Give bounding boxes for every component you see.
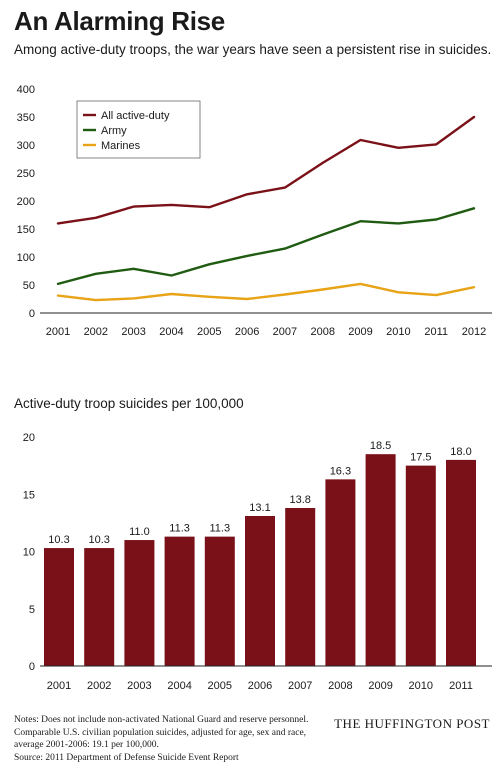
y-tick-label: 350 [17,112,35,124]
x-tick-label: 2008 [310,326,334,338]
x-tick-label: 2004 [167,680,191,692]
data-label: 13.1 [249,502,270,514]
series-line-1 [56,207,476,286]
y-tick-label: 0 [29,661,35,673]
bar-2005 [204,536,235,666]
bar-2003 [124,540,155,666]
x-tick-label: 2011 [424,326,448,338]
series-line-0 [56,115,476,225]
data-label: 11.3 [210,523,231,535]
note-line: Comparable U.S. civilian population suic… [14,727,307,738]
x-tick-label: 2008 [328,680,352,692]
y-tick-label: 300 [17,140,35,152]
x-tick-label: 2007 [288,680,312,692]
bar-2008 [325,479,356,666]
y-tick-label: 20 [23,432,35,444]
series-line-2 [56,282,476,302]
y-tick-label: 5 [29,604,35,616]
bar-2001 [44,548,74,666]
y-tick-label: 0 [29,308,35,320]
page-subtitle: Among active-duty troops, the war years … [14,42,492,57]
bar-2007 [285,507,316,666]
y-tick-label: 10 [23,547,35,559]
y-tick-label: 150 [17,224,35,236]
data-label: 16.3 [330,465,351,477]
bar-2004 [164,536,195,666]
note-line: Notes: Does not include non-activated Na… [14,715,309,725]
legend-entry: Army [101,125,127,137]
y-tick-label: 200 [17,196,35,208]
x-tick-label: 2005 [208,680,232,692]
x-tick-label: 2001 [47,680,71,692]
x-tick-label: 2005 [197,326,221,338]
note-line: average 2001-2006: 19.1 per 100,000. [14,740,159,750]
data-label: 17.5 [410,452,431,464]
legend-entry: Marines [101,140,141,152]
bar-2002 [84,548,115,666]
x-tick-label: 2011 [449,680,473,692]
y-tick-label: 50 [23,280,35,292]
data-label: 11.3 [169,523,190,535]
notes: Notes: Does not include non-activated Na… [14,714,344,764]
x-tick-label: 2004 [159,326,183,338]
legend-box [76,100,201,159]
y-tick-label: 15 [23,489,35,501]
legend-entry: All active-duty [101,110,170,122]
data-label: 18.5 [370,440,391,452]
x-tick-label: 2007 [273,326,297,338]
data-label: 10.3 [88,534,109,546]
y-tick-label: 100 [17,252,35,264]
x-tick-label: 2002 [87,680,111,692]
x-tick-label: 2002 [84,326,108,338]
bar-chart-title: Active-duty troop suicides per 100,000 [14,396,244,411]
x-tick-label: 2003 [127,680,151,692]
bar-2009 [365,454,396,666]
x-tick-label: 2009 [348,326,372,338]
x-tick-label: 2001 [46,326,70,338]
x-tick-label: 2006 [248,680,272,692]
data-label: 18.0 [450,446,471,458]
source-line: Source: 2011 Department of Defense Suici… [14,752,239,763]
x-tick-label: 2010 [409,680,433,692]
data-label: 10.3 [48,534,69,546]
y-tick-label: 250 [17,168,35,180]
bar-chart: 0 5 10 15 20 10.3 2001 10.3 2002 11.0 2003 11.3 2004… [23,432,492,692]
bar-2010 [405,465,436,666]
x-tick-label: 2012 [462,326,486,338]
page-title: An Alarming Rise [14,6,225,36]
data-label: 11.0 [129,526,150,538]
x-tick-label: 2003 [121,326,145,338]
bar-2011 [446,459,476,666]
brand-logo-text: THE HUFFINGTON POST [334,716,490,731]
data-label: 13.8 [289,494,310,506]
y-tick-label: 400 [17,84,35,96]
x-tick-label: 2006 [235,326,259,338]
x-tick-label: 2009 [368,680,392,692]
line-chart: 0 50 100 150 200 250 300 350 400 2001 2002 2003 2004… [17,84,492,338]
bar-2006 [245,516,275,666]
x-tick-label: 2010 [386,326,410,338]
